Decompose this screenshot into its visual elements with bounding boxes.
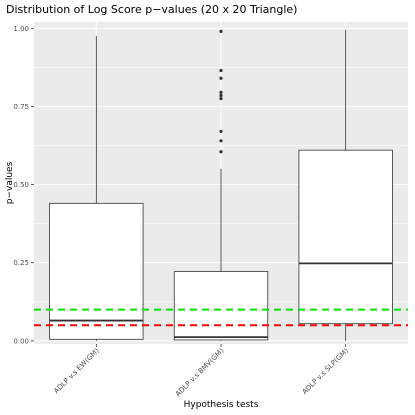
x-tick-label: ADLP v.s SLP(GM) [301,347,350,396]
outlier-point [219,76,223,80]
y-tick-label: 0.25 [13,259,29,267]
box-iqr [298,149,393,325]
chart-title: Distribution of Log Score p−values (20 x… [6,3,297,16]
x-axis-title: Hypothesis tests [184,400,259,410]
outlier-point [219,29,223,33]
outlier-point [219,90,223,94]
x-tick-label: ADLP v.s EW(GM) [52,347,101,396]
y-tick-label: 0.00 [13,337,29,345]
outlier-point [219,150,223,154]
outlier-point [219,68,223,73]
x-tick-label: ADLP v.s BMV(GM) [174,347,226,399]
reference-lines [34,308,408,327]
y-axis-title: p−values [5,161,15,204]
x-axis-ticks: ADLP v.s EW(GM) ADLP v.s BMV(GM) ADLP v.s … [52,344,350,398]
y-tick-label: 0.50 [13,181,29,189]
y-tick-label: 0.75 [13,103,29,111]
outlier-point [219,129,223,134]
outlier-point [219,139,223,143]
outlier-point [219,96,223,101]
box-iqr [49,202,144,340]
box-iqr [173,271,269,341]
y-tick-label: 1.00 [13,25,29,33]
y-axis-ticks: 0.00 0.25 0.50 0.75 1.00 [13,25,34,345]
boxplots [49,29,393,341]
outlier-point [219,93,223,98]
